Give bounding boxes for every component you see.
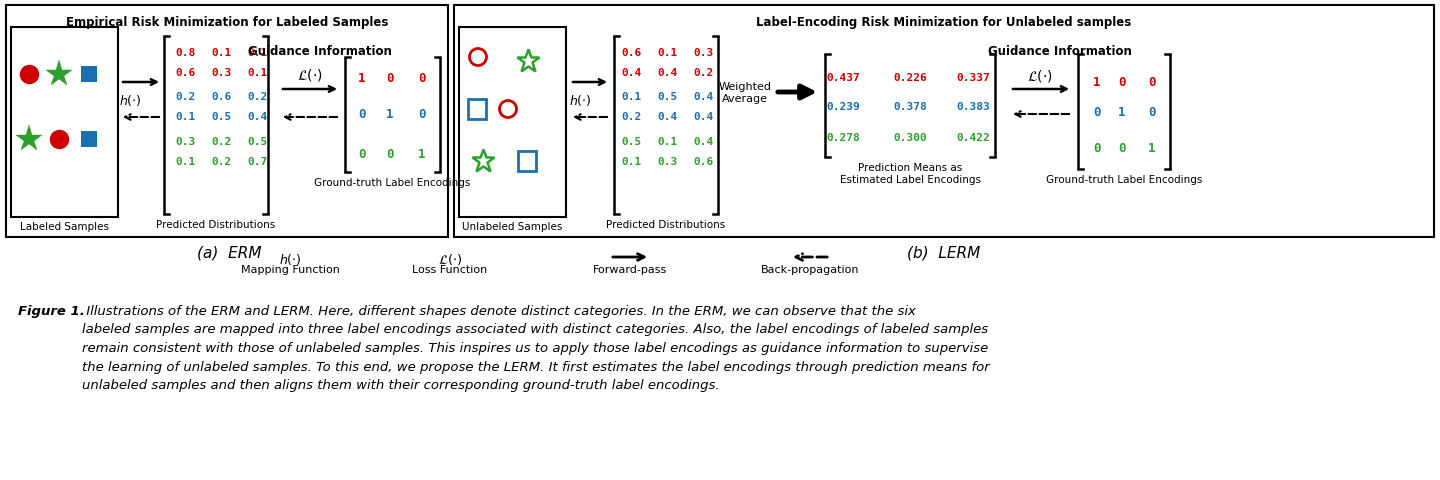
Text: 0: 0 <box>418 72 426 84</box>
Text: 0: 0 <box>1119 141 1126 154</box>
Text: Guidance Information: Guidance Information <box>248 45 392 58</box>
Text: 0.378: 0.378 <box>893 102 927 112</box>
Text: 0: 0 <box>386 148 393 161</box>
Text: 0.5: 0.5 <box>657 92 677 102</box>
Text: 0.337: 0.337 <box>956 73 989 83</box>
Text: 0.1: 0.1 <box>622 92 642 102</box>
Text: 1: 1 <box>359 72 366 84</box>
Text: 0.1: 0.1 <box>174 112 196 122</box>
Text: 0.226: 0.226 <box>893 73 927 83</box>
Text: Weighted
Average: Weighted Average <box>719 82 772 104</box>
Text: 0: 0 <box>386 72 393 84</box>
Text: 0: 0 <box>359 148 366 161</box>
Text: 1: 1 <box>418 148 426 161</box>
Text: Loss Function: Loss Function <box>412 264 488 275</box>
Text: 0.6: 0.6 <box>693 156 713 167</box>
Text: Unlabeled Samples: Unlabeled Samples <box>462 222 563 231</box>
Text: 0.7: 0.7 <box>248 156 268 167</box>
Text: 0.5: 0.5 <box>622 137 642 147</box>
FancyBboxPatch shape <box>459 28 566 217</box>
Text: 0.422: 0.422 <box>956 133 989 143</box>
Text: 1: 1 <box>1093 75 1100 88</box>
Text: Predicted Distributions: Predicted Distributions <box>157 219 275 229</box>
Text: 0.2: 0.2 <box>174 92 196 102</box>
Text: Guidance Information: Guidance Information <box>988 45 1132 58</box>
Text: 0: 0 <box>418 108 426 121</box>
Text: $\mathcal{L}(\cdot)$: $\mathcal{L}(\cdot)$ <box>297 67 323 83</box>
Text: Label-Encoding Risk Minimization for Unlabeled samples: Label-Encoding Risk Minimization for Unl… <box>756 16 1132 29</box>
Text: 0.8: 0.8 <box>174 48 196 58</box>
Text: 0.4: 0.4 <box>248 112 268 122</box>
Text: 0.4: 0.4 <box>693 112 713 122</box>
Text: 0.1: 0.1 <box>622 156 642 167</box>
Text: 0.3: 0.3 <box>174 137 196 147</box>
Text: 1: 1 <box>1148 141 1156 154</box>
Text: 0.437: 0.437 <box>827 73 860 83</box>
Text: 0.4: 0.4 <box>693 137 713 147</box>
Text: $h(\cdot)$: $h(\cdot)$ <box>569 92 592 107</box>
Text: Ground-truth Label Encodings: Ground-truth Label Encodings <box>1045 175 1202 185</box>
Text: 0.4: 0.4 <box>657 112 677 122</box>
Text: 0.1: 0.1 <box>174 156 196 167</box>
Text: 1: 1 <box>1119 105 1126 118</box>
Text: 0: 0 <box>1093 105 1100 118</box>
Text: 0.2: 0.2 <box>212 156 232 167</box>
Text: 0.278: 0.278 <box>827 133 860 143</box>
Text: 0.2: 0.2 <box>248 92 268 102</box>
Text: 0.1: 0.1 <box>248 48 268 58</box>
Text: 1: 1 <box>386 108 393 121</box>
Text: 0.4: 0.4 <box>693 92 713 102</box>
Text: 0.6: 0.6 <box>622 48 642 58</box>
Text: $\mathcal{L}(\cdot)$: $\mathcal{L}(\cdot)$ <box>1027 68 1053 84</box>
Text: Labeled Samples: Labeled Samples <box>20 222 109 231</box>
Text: 0.6: 0.6 <box>212 92 232 102</box>
Text: 0: 0 <box>1093 141 1100 154</box>
Text: 0: 0 <box>1148 105 1156 118</box>
Text: 0.2: 0.2 <box>622 112 642 122</box>
FancyBboxPatch shape <box>468 100 487 120</box>
Text: 0.4: 0.4 <box>657 68 677 78</box>
Text: Figure 1.: Figure 1. <box>17 304 85 317</box>
Text: Predicted Distributions: Predicted Distributions <box>606 219 726 229</box>
Text: 0.1: 0.1 <box>657 137 677 147</box>
Text: 0.3: 0.3 <box>212 68 232 78</box>
Text: Illustrations of the ERM and LERM. Here, different shapes denote distinct catego: Illustrations of the ERM and LERM. Here,… <box>82 304 989 391</box>
Text: Forward-pass: Forward-pass <box>593 264 667 275</box>
Text: Back-propagation: Back-propagation <box>760 264 860 275</box>
Text: (a)  ERM: (a) ERM <box>197 244 261 260</box>
Text: 0: 0 <box>359 108 366 121</box>
Text: 0.1: 0.1 <box>657 48 677 58</box>
Text: 0.1: 0.1 <box>212 48 232 58</box>
FancyBboxPatch shape <box>12 28 118 217</box>
Text: 0: 0 <box>1148 75 1156 88</box>
Text: 0.300: 0.300 <box>893 133 927 143</box>
FancyBboxPatch shape <box>6 6 448 238</box>
Text: Empirical Risk Minimization for Labeled Samples: Empirical Risk Minimization for Labeled … <box>66 16 389 29</box>
Text: Prediction Means as
Estimated Label Encodings: Prediction Means as Estimated Label Enco… <box>840 163 981 184</box>
Text: 0.239: 0.239 <box>827 102 860 112</box>
Text: 0.383: 0.383 <box>956 102 989 112</box>
Text: 0.2: 0.2 <box>212 137 232 147</box>
Text: 0: 0 <box>1119 75 1126 88</box>
Text: 0.3: 0.3 <box>657 156 677 167</box>
Text: 0.5: 0.5 <box>248 137 268 147</box>
Text: $\mathcal{L}(\cdot)$: $\mathcal{L}(\cdot)$ <box>438 252 462 266</box>
FancyBboxPatch shape <box>518 152 536 172</box>
Text: 0.6: 0.6 <box>174 68 196 78</box>
Text: 0.1: 0.1 <box>248 68 268 78</box>
Text: 0.2: 0.2 <box>693 68 713 78</box>
Text: 0.5: 0.5 <box>212 112 232 122</box>
Text: Ground-truth Label Encodings: Ground-truth Label Encodings <box>314 178 471 188</box>
Text: 0.3: 0.3 <box>693 48 713 58</box>
Text: $h(\cdot)$: $h(\cdot)$ <box>279 252 301 266</box>
Text: 0.4: 0.4 <box>622 68 642 78</box>
Text: $h(\cdot)$: $h(\cdot)$ <box>118 92 141 107</box>
FancyBboxPatch shape <box>454 6 1434 238</box>
Text: (b)  LERM: (b) LERM <box>907 244 981 260</box>
Text: Mapping Function: Mapping Function <box>240 264 340 275</box>
